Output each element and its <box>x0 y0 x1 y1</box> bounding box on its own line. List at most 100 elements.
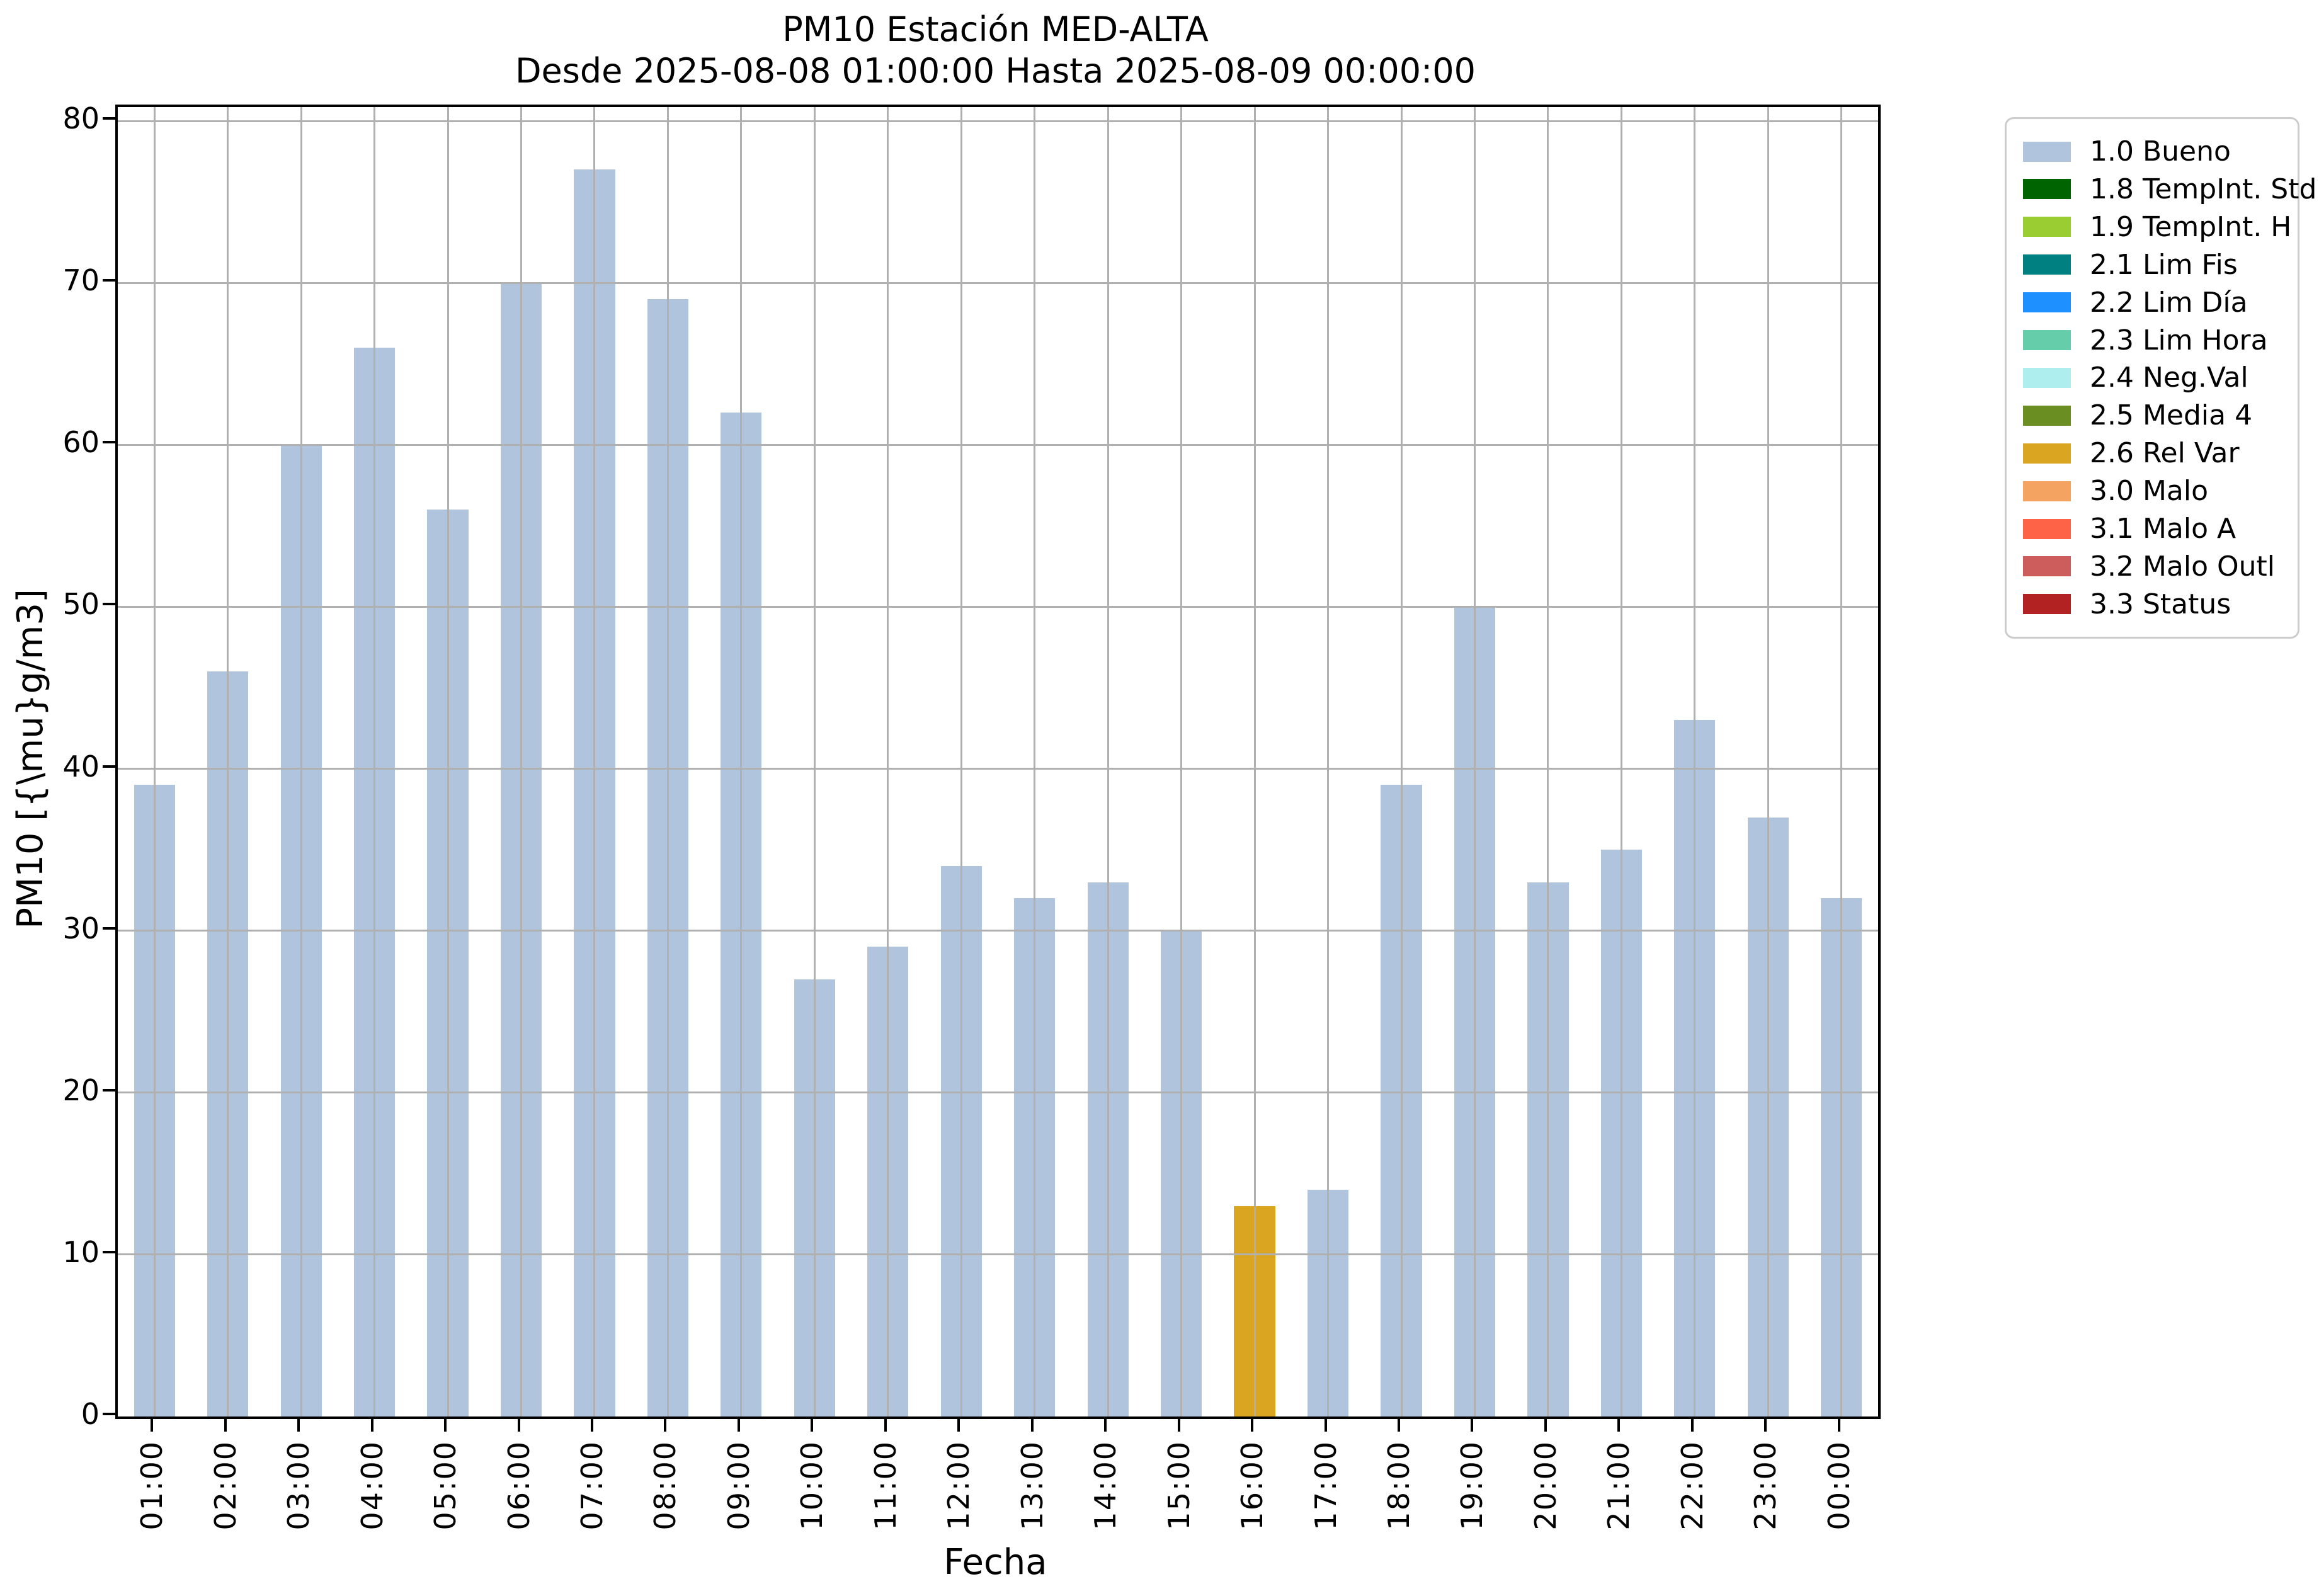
x-tick-label: 11:00 <box>868 1440 903 1530</box>
y-tick-mark <box>103 117 115 120</box>
x-tick-mark <box>1324 1419 1327 1432</box>
x-gridline <box>1840 107 1843 1416</box>
x-tick-mark <box>1030 1419 1034 1432</box>
x-tick-label: 17:00 <box>1308 1440 1343 1530</box>
legend-item: 3.3 Status <box>2023 588 2291 620</box>
y-tick-label: 0 <box>81 1397 100 1431</box>
y-tick-mark <box>103 603 115 606</box>
x-tick-label: 08:00 <box>648 1440 683 1530</box>
y-gridline <box>118 120 1878 122</box>
x-tick-mark <box>1690 1419 1694 1432</box>
x-tick-label: 21:00 <box>1602 1440 1636 1530</box>
y-tick-mark <box>103 1088 115 1092</box>
legend-swatch <box>2023 405 2071 426</box>
x-tick-mark <box>517 1419 520 1432</box>
x-tick-mark <box>151 1419 154 1432</box>
y-gridline <box>118 768 1878 770</box>
legend-swatch <box>2023 292 2071 313</box>
x-tick-mark <box>370 1419 373 1432</box>
x-tick-mark <box>1471 1419 1474 1432</box>
legend-item: 2.6 Rel Var <box>2023 437 2291 469</box>
x-tick-label: 16:00 <box>1235 1440 1270 1530</box>
x-tick-label: 15:00 <box>1161 1440 1196 1530</box>
chart-subtitle: Desde 2025-08-08 01:00:00 Hasta 2025-08-… <box>515 51 1476 91</box>
x-gridline <box>666 107 669 1416</box>
legend-label: 3.1 Malo A <box>2090 513 2236 545</box>
legend: 1.0 Bueno 1.8 TempInt. Std 1.9 TempInt. H 2… <box>2005 117 2316 639</box>
legend-label: 3.3 Status <box>2090 588 2231 620</box>
y-tick-mark <box>103 926 115 930</box>
x-gridline <box>153 107 156 1416</box>
legend-swatch <box>2023 217 2071 237</box>
plot-area <box>115 105 1881 1419</box>
x-tick-label: 12:00 <box>942 1440 976 1530</box>
x-tick-label: 20:00 <box>1528 1440 1563 1530</box>
x-tick-label: 23:00 <box>1748 1440 1783 1530</box>
x-gridline <box>1620 107 1622 1416</box>
x-tick-mark <box>737 1419 740 1432</box>
legend-swatch <box>2023 254 2071 275</box>
x-gridline <box>373 107 376 1416</box>
legend-item: 2.5 Media 4 <box>2023 399 2291 431</box>
x-gridline <box>1767 107 1769 1416</box>
legend-label: 2.2 Lim Día <box>2090 286 2248 319</box>
x-gridline <box>813 107 816 1416</box>
legend-item: 3.0 Malo <box>2023 475 2291 507</box>
y-tick-mark <box>103 765 115 768</box>
legend-label: 2.3 Lim Hora <box>2090 324 2268 356</box>
x-tick-label: 14:00 <box>1088 1440 1123 1530</box>
x-gridline <box>887 107 889 1416</box>
legend-label: 2.6 Rel Var <box>2090 437 2240 470</box>
legend-swatch <box>2023 330 2071 351</box>
legend-item: 2.1 Lim Fis <box>2023 249 2291 281</box>
x-tick-label: 18:00 <box>1382 1440 1416 1530</box>
y-gridline <box>118 1253 1878 1256</box>
x-gridline <box>740 107 743 1416</box>
legend-swatch <box>2023 556 2071 577</box>
legend-item: 1.0 Bueno <box>2023 135 2291 168</box>
x-tick-mark <box>1617 1419 1621 1432</box>
x-axis-label: Fecha <box>943 1542 1047 1583</box>
y-tick-label: 40 <box>62 749 100 784</box>
x-tick-label: 10:00 <box>795 1440 829 1530</box>
x-tick-label: 04:00 <box>355 1440 389 1530</box>
x-gridline <box>1400 107 1403 1416</box>
y-gridline <box>118 605 1878 608</box>
legend-label: 2.5 Media 4 <box>2090 399 2253 432</box>
legend-swatch <box>2023 443 2071 464</box>
legend-swatch <box>2023 367 2071 388</box>
legend-swatch <box>2023 518 2071 539</box>
y-tick-mark <box>103 279 115 282</box>
x-tick-mark <box>1544 1419 1547 1432</box>
y-gridline <box>118 443 1878 446</box>
x-tick-mark <box>1764 1419 1767 1432</box>
y-gridline <box>118 282 1878 284</box>
x-tick-label: 01:00 <box>135 1440 169 1530</box>
legend-item: 1.8 TempInt. Std <box>2023 173 2316 205</box>
legend-label: 1.8 TempInt. Std <box>2090 173 2317 205</box>
legend-label: 2.4 Neg.Val <box>2090 362 2248 394</box>
y-gridline <box>118 930 1878 932</box>
x-gridline <box>1034 107 1036 1416</box>
legend-label: 3.2 Malo Outl <box>2090 550 2276 583</box>
y-tick-mark <box>103 1250 115 1253</box>
x-gridline <box>1107 107 1109 1416</box>
legend-label: 2.1 Lim Fis <box>2090 248 2238 281</box>
y-tick-mark <box>103 1413 115 1415</box>
x-tick-label: 05:00 <box>428 1440 463 1530</box>
legend-label: 1.0 Bueno <box>2090 135 2231 168</box>
x-tick-label: 09:00 <box>721 1440 756 1530</box>
legend-item: 2.2 Lim Día <box>2023 287 2291 319</box>
chart-title: PM10 Estación MED-ALTA <box>782 9 1209 49</box>
y-tick-label: 50 <box>62 587 100 622</box>
x-gridline <box>1473 107 1476 1416</box>
x-tick-mark <box>1177 1419 1180 1432</box>
legend-swatch <box>2023 594 2071 615</box>
x-gridline <box>1694 107 1696 1416</box>
legend-label: 1.9 TempInt. H <box>2090 210 2292 243</box>
legend-label: 3.0 Malo <box>2090 475 2209 508</box>
x-gridline <box>1547 107 1549 1416</box>
x-tick-mark <box>444 1419 447 1432</box>
x-tick-mark <box>1251 1419 1254 1432</box>
